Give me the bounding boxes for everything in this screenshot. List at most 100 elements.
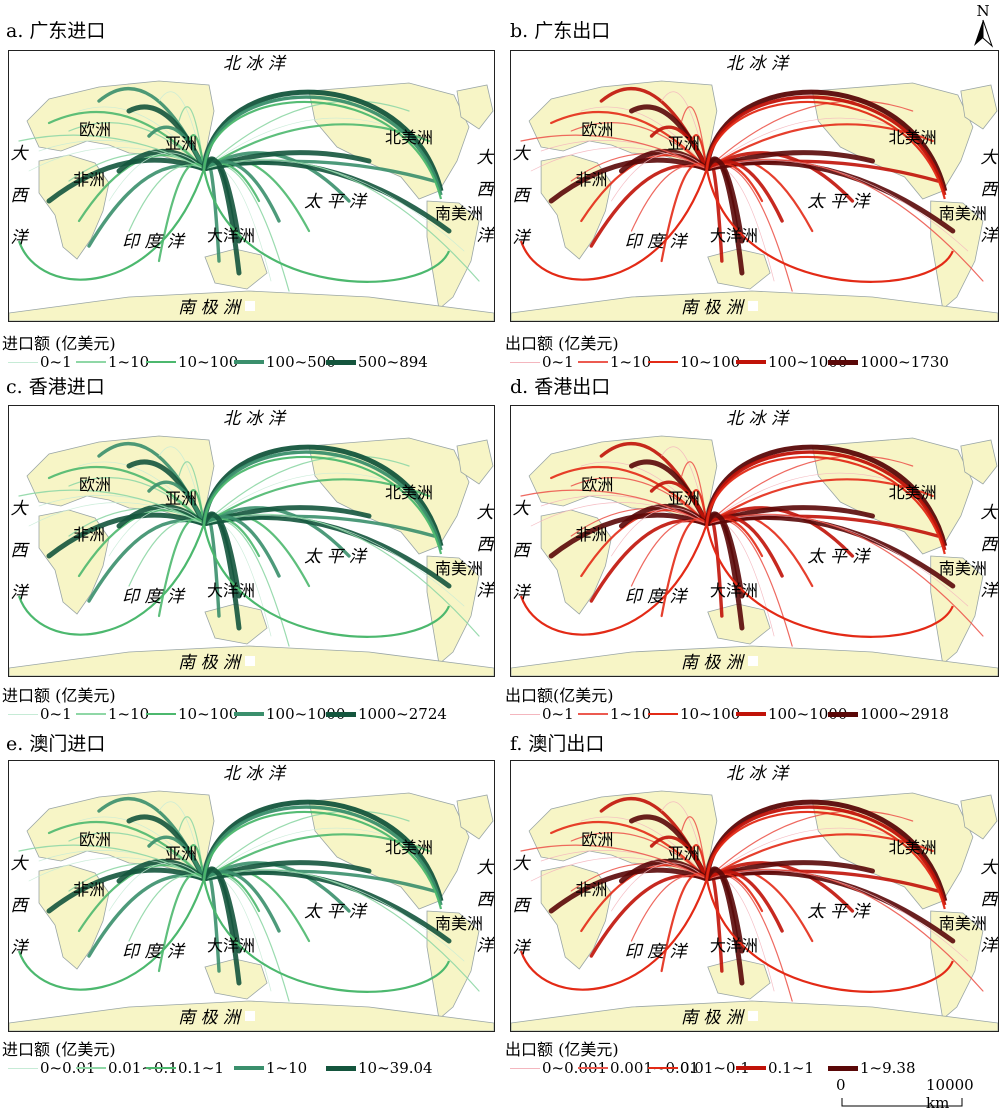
legend-swatch	[76, 1067, 106, 1069]
legend-title: 进口额 (亿美元)	[2, 334, 116, 353]
legend-swatch	[146, 712, 176, 716]
map-label-arctic: 北 冰 洋	[223, 54, 287, 74]
trade-flow-line	[706, 100, 914, 170]
trade-flow-line	[550, 465, 708, 526]
trade-flow-line	[660, 517, 708, 618]
trade-flow-line	[203, 158, 480, 282]
map-label-atlantic-1: 大	[477, 858, 495, 878]
legend-label: 1000~1730	[860, 353, 949, 371]
map-label-africa: 非洲	[575, 525, 607, 544]
map-label-atlantic-1: 大	[11, 499, 30, 519]
legend-label: 0.01~0.1	[108, 1059, 178, 1077]
africa-landmass	[38, 509, 110, 615]
legend-label: 0~1	[542, 353, 574, 371]
trade-flow-line	[704, 157, 745, 244]
trade-flow-arc	[17, 878, 206, 991]
map-label-atlantic-2: 西	[11, 896, 31, 916]
map-label-atlantic-1: 大	[980, 858, 998, 878]
map-label-antarctica: 南 极 洲	[681, 298, 746, 318]
map-label-atlantic-1: 大	[980, 503, 998, 523]
flow-map: 北 冰 洋欧洲 亚洲 非洲 北美洲 南美洲 大洋洲 太 平 洋印 度 洋南 极 洲 大西洋 大西…	[8, 405, 495, 677]
legend-swatch	[234, 1066, 264, 1070]
legend-swatch	[326, 711, 356, 717]
trade-flow-line	[580, 816, 708, 880]
trade-flow-line	[706, 455, 914, 525]
trade-flow-arc	[202, 455, 443, 555]
map-label-south-america: 南美洲	[939, 204, 987, 223]
south-america-landmass	[426, 910, 480, 1020]
legend-swatch	[578, 361, 608, 363]
legend-swatch	[736, 712, 766, 716]
legend-swatch	[736, 360, 766, 364]
map-label-atlantic-3: 洋	[11, 228, 30, 248]
legend-label: 0~0.001	[542, 1059, 608, 1077]
south-america-landmass	[930, 910, 984, 1020]
greenland-landmass	[960, 84, 998, 130]
legend-swatch	[76, 713, 106, 715]
trade-flow-line	[630, 874, 708, 942]
flow-map: 北 冰 洋欧洲 亚洲 非洲 北美洲 南美洲 大洋洲 太 平 洋印 度 洋南 极 洲 大西洋 大西…	[8, 760, 495, 1032]
legend-title: 进口额 (亿美元)	[2, 1040, 116, 1059]
map-label-atlantic-3: 洋	[477, 581, 495, 601]
trade-flow-line	[660, 872, 708, 973]
map-label-atlantic-2: 西	[980, 180, 998, 200]
legend-label: 10~100	[680, 705, 741, 723]
map-label-oceania: 大洋洲	[710, 936, 758, 955]
africa-landmass	[38, 154, 110, 260]
map-label-south-america: 南美洲	[435, 914, 483, 933]
legend-swatch	[146, 1066, 176, 1070]
label-box	[747, 301, 759, 311]
legend-swatch	[326, 1065, 356, 1071]
trade-flow-line	[18, 134, 205, 170]
scale-end: 10000 km	[926, 1076, 974, 1112]
trade-flow-line	[201, 867, 242, 954]
legend: 0~0.001 0.001~0.01 0.01~0.1 0.1~1 1~9.38	[510, 1058, 1000, 1078]
trade-flow-line	[705, 870, 784, 933]
trade-flow-arc	[705, 168, 954, 283]
map-label-asia: 亚洲	[165, 844, 197, 863]
trade-flow-line	[618, 859, 710, 884]
trade-flow-line	[78, 816, 205, 880]
map-label-atlantic-2: 西	[980, 890, 998, 910]
map-label-asia: 亚洲	[668, 134, 700, 153]
north-arrow-icon: N	[974, 2, 994, 48]
trade-flow-line	[550, 110, 708, 171]
trade-flow-line	[203, 472, 390, 525]
trade-flow-line	[630, 519, 708, 587]
map-label-atlantic-3: 洋	[513, 938, 532, 958]
panel-title: a. 广东进口	[6, 20, 106, 42]
map-label-north-america: 北美洲	[385, 838, 433, 857]
trade-flow-line	[78, 461, 205, 525]
map-label-oceania: 大洋洲	[710, 226, 758, 245]
trade-flow-line	[147, 835, 206, 881]
trade-flow-line	[706, 513, 984, 637]
south-america-landmass	[930, 200, 984, 310]
map-label-south-america: 南美洲	[435, 204, 483, 223]
map-label-arctic: 北 冰 洋	[726, 764, 790, 784]
map-label-south-america: 南美洲	[939, 914, 987, 933]
legend-label: 0~1	[40, 353, 72, 371]
trade-flow-line	[203, 810, 410, 880]
map-label-north-america: 北美洲	[385, 128, 433, 147]
map-label-atlantic-2: 西	[513, 541, 533, 561]
greenland-landmass	[960, 794, 998, 840]
map-label-europe: 欧洲	[79, 830, 111, 849]
legend: 0~1 1~10 10~100 100~1000 1000~2724	[8, 704, 498, 724]
trade-flow-line	[108, 152, 205, 202]
trade-flow-line	[28, 502, 205, 527]
legend-label: 1~10	[108, 353, 150, 371]
trade-flow-line	[705, 160, 784, 223]
map-label-atlantic-1: 大	[513, 499, 532, 519]
legend-label: 0~1	[542, 705, 574, 723]
map-label-atlantic-2: 西	[477, 535, 495, 555]
legend: 0~0.01 0.01~0.1 0.1~1 1~10 10~39.04	[8, 1058, 498, 1078]
legend-label: 1~10	[610, 705, 652, 723]
legend-swatch	[8, 1067, 38, 1069]
trade-flow-line	[18, 844, 205, 880]
panel-title: e. 澳门进口	[6, 733, 106, 755]
panel-title: d. 香港出口	[510, 376, 611, 398]
label-box	[747, 1011, 759, 1021]
map-label-oceania: 大洋洲	[207, 581, 255, 600]
africa-landmass	[38, 864, 110, 970]
